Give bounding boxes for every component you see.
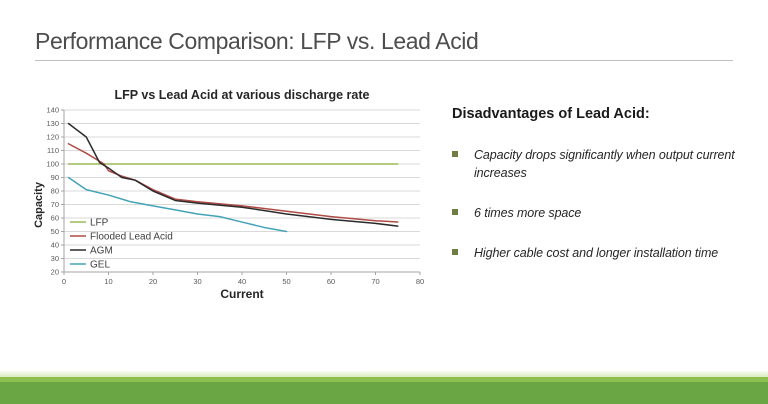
list-item: Higher cable cost and longer installatio… [452, 244, 748, 262]
bullet-text: Higher cable cost and longer installatio… [474, 246, 719, 261]
list-item: Capacity drops significantly when output… [452, 146, 748, 182]
y-tick-label: 110 [47, 146, 59, 155]
legend-label: AGM [90, 246, 113, 257]
series-line-flooded-lead-acid [67, 143, 399, 223]
y-tick-label: 90 [51, 173, 59, 182]
y-tick-label: 70 [51, 200, 59, 209]
legend-label: GEL [90, 260, 110, 271]
x-tick-label: 10 [104, 277, 112, 286]
y-axis-title: Capacity [33, 181, 45, 228]
legend-label: Flooded Lead Acid [90, 232, 173, 243]
y-tick-label: 80 [51, 187, 59, 196]
bullet-square-icon [452, 249, 458, 256]
y-tick-label: 140 [46, 106, 59, 115]
x-tick-label: 60 [327, 277, 335, 286]
y-tick-label: 50 [51, 227, 59, 236]
x-tick-label: 30 [193, 277, 201, 286]
series-line-agm [67, 122, 399, 227]
y-tick-label: 20 [51, 268, 59, 277]
bottom-accent-stripe [0, 377, 768, 382]
x-tick-label: 40 [238, 277, 246, 286]
bottom-accent-bar [0, 382, 768, 404]
x-tick-label: 70 [371, 277, 379, 286]
x-tick-label: 50 [282, 277, 290, 286]
slide-title: Performance Comparison: LFP vs. Lead Aci… [35, 28, 479, 54]
series-line-gel [67, 176, 288, 233]
legend-label: LFP [90, 218, 109, 229]
list-item: 6 times more space [452, 204, 748, 222]
y-tick-label: 120 [46, 133, 59, 142]
y-tick-label: 100 [46, 160, 59, 169]
y-tick-label: 60 [51, 214, 59, 223]
bottom-accent-fade [0, 370, 768, 377]
bullet-text: Capacity drops significantly when output… [474, 148, 735, 181]
y-tick-label: 30 [51, 254, 59, 263]
x-tick-label: 80 [416, 277, 424, 286]
disadvantages-heading: Disadvantages of Lead Acid: [452, 106, 650, 122]
disadvantages-panel: Disadvantages of Lead Acid: Capacity dro… [452, 106, 748, 285]
x-axis-title: Current [220, 287, 263, 301]
disadvantages-list: Capacity drops significantly when output… [452, 146, 748, 263]
chart-container: 20 30 40 50 60 70 80 90 100 110 120 130 140 0 10 20 30 40… [0, 72, 450, 312]
x-tick-label: 20 [149, 277, 157, 286]
chart-title: LFP vs Lead Acid at various discharge ra… [115, 88, 370, 102]
bullet-square-icon [452, 151, 458, 157]
title-underline [35, 60, 733, 61]
x-tick-label: 0 [62, 277, 66, 286]
y-tick-label: 40 [51, 241, 59, 250]
bullet-text: 6 times more space [474, 206, 582, 221]
discharge-chart: 20 30 40 50 60 70 80 90 100 110 120 130 140 0 10 20 30 40… [33, 88, 424, 301]
y-tick-label: 130 [46, 119, 59, 128]
bullet-square-icon [452, 209, 458, 216]
